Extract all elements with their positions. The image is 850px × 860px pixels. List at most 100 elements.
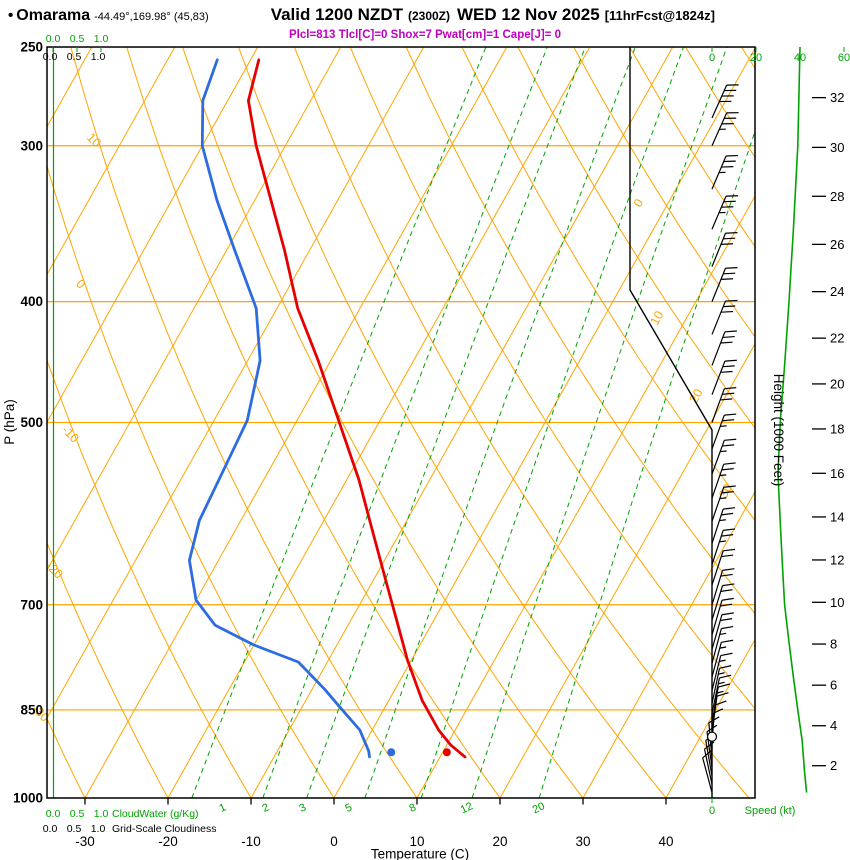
dry-adiabat-line — [461, 47, 755, 522]
pressure-tick-label: 250 — [20, 40, 43, 55]
surface-dewpoint-dot — [387, 748, 396, 757]
plot-boundary-line — [629, 47, 713, 798]
dry-adiabat-label: 0 — [73, 277, 88, 292]
height-tick-label: 12 — [830, 552, 844, 567]
wind-barb-full — [722, 365, 735, 368]
wind-barb-full — [719, 674, 732, 679]
isotherm-label: 0 — [631, 197, 647, 210]
isotherm-label: 20 — [687, 387, 706, 406]
wind-barb-half — [720, 425, 727, 427]
height-axis-title: Height (1000 Feet) — [771, 374, 786, 487]
pressure-tick-label: 1000 — [13, 791, 43, 806]
wind-barb-full — [720, 278, 734, 280]
indices-row: Plcl=813 Tlcl[C]=0 Shox=7 Pwat[cm]=1 Cap… — [0, 29, 850, 41]
wind-barb-full — [721, 639, 734, 643]
wind-barb-full — [722, 568, 735, 571]
wind-barb-full — [721, 612, 734, 616]
wind-barb-full — [704, 741, 715, 750]
wind-barb-half — [720, 450, 727, 453]
dry-adiabat-line — [405, 47, 755, 615]
mixing-ratio-label: 1 — [217, 802, 228, 815]
wind-barb-full — [724, 438, 737, 441]
pressure-axis-title: P (hPa) — [2, 399, 17, 445]
wind-barb-half — [719, 519, 726, 522]
dry-adiabat-line — [182, 47, 584, 798]
wind-barb-full — [720, 398, 733, 401]
wind-barb-full — [723, 485, 736, 488]
temperature-tick-label: 0 — [330, 834, 338, 849]
wind-barb-staff — [711, 585, 724, 621]
height-tick-label: 8 — [830, 637, 837, 652]
wind-barb-full — [724, 330, 737, 333]
cloudwater-scale-top: 1.0 — [94, 33, 109, 45]
wind-barb-full — [711, 708, 724, 715]
temperature-tick-label: -10 — [241, 834, 261, 849]
wind-barb-full — [702, 749, 713, 759]
dry-adiabat-line — [126, 47, 501, 798]
temperature-axis-title: Temperature (C) — [371, 847, 469, 860]
wind-barb-full — [719, 665, 732, 669]
wind-barb-half — [717, 690, 724, 694]
wind-barb-full — [708, 716, 720, 724]
station-name: Omarama — [16, 7, 91, 24]
mixing-ratio-line — [420, 47, 684, 798]
height-tick-label: 20 — [830, 376, 844, 391]
wind-barb-half — [718, 681, 725, 685]
wind-barb-full — [720, 603, 733, 607]
dry-adiabat-line — [293, 47, 750, 798]
wind-barb-full — [723, 528, 736, 531]
height-tick-label: 2 — [830, 758, 837, 773]
speed-scale-top: 40 — [794, 52, 806, 64]
cloudiness-scale-bottom: 0.0 — [43, 823, 58, 835]
mixing-ratio-label: 8 — [407, 802, 418, 815]
pressure-tick-label: 300 — [20, 138, 43, 153]
dry-adiabat-line — [47, 358, 252, 798]
wind-barb-half — [719, 497, 727, 500]
height-tick-label: 14 — [830, 509, 844, 524]
isotherm-line — [665, 638, 755, 798]
wind-barb-full — [720, 243, 734, 246]
cloudiness-scale-top: 1.0 — [91, 51, 106, 63]
wind-barb-full — [723, 507, 736, 510]
wind-barb-full — [722, 335, 735, 339]
mixing-ratio-line — [538, 129, 755, 798]
dry-adiabat-label: -10 — [59, 423, 82, 446]
temperature-tick-label: -20 — [158, 834, 178, 849]
forecast-info: [11hrFcst@1824z] — [604, 8, 715, 23]
valid-time: Valid 1200 NZDT — [270, 5, 403, 24]
wind-barb-half — [718, 672, 725, 675]
wind-barb-full — [725, 299, 738, 302]
speed-axis-title: Speed (kt) — [745, 805, 796, 817]
cloudiness-scale-bottom: 0.5 — [67, 823, 82, 835]
title-row: • Omarama -44.49°,169.98° (45,83) Valid … — [8, 5, 848, 25]
isotherm-line — [47, 47, 259, 424]
wind-barb-full — [723, 462, 736, 465]
temperature-tick-label: 10 — [409, 834, 424, 849]
wind-barb-full — [720, 589, 733, 592]
dewpoint-curve — [187, 58, 371, 759]
mixing-ratio-line — [191, 47, 487, 798]
wind-barb-staff — [702, 757, 713, 793]
wind-barb-full — [716, 692, 729, 697]
mixing-ratio-line — [306, 47, 586, 798]
dry-adiabat-line — [47, 717, 86, 798]
height-tick-label: 4 — [830, 718, 837, 733]
mixing-ratio-label: 12 — [459, 800, 475, 816]
wind-barb-full — [720, 310, 734, 313]
wind-barb-full — [721, 491, 734, 494]
wind-barb-full — [721, 467, 734, 471]
wind-barb-full — [723, 548, 736, 552]
wind-barb-full — [724, 359, 737, 362]
speed-scale-top: 60 — [838, 52, 850, 64]
isotherm-line — [47, 47, 176, 276]
mixing-ratio-line — [364, 47, 636, 798]
isotherm-label: 10 — [647, 309, 666, 328]
wind-barb-full — [720, 341, 733, 344]
wind-barb-full — [720, 573, 733, 577]
height-tick-label: 6 — [830, 678, 837, 693]
wind-barb-half — [719, 659, 726, 662]
cloudwater-label: CloudWater (g/Kg) — [112, 808, 199, 820]
wind-barb-full — [724, 413, 737, 416]
speed-scale-bottom: 0 — [709, 805, 715, 817]
